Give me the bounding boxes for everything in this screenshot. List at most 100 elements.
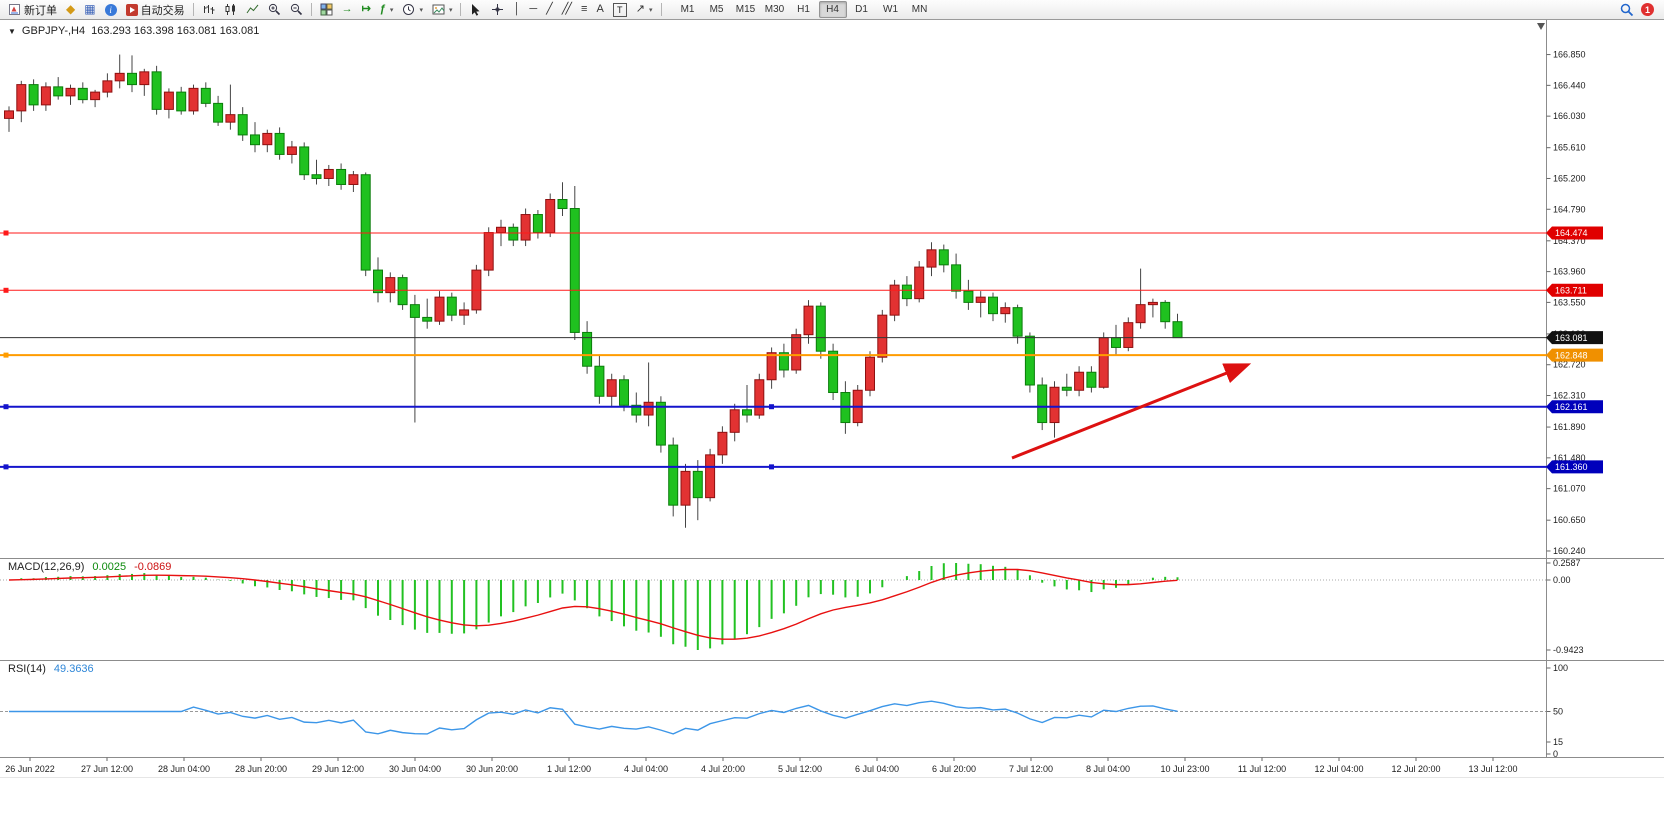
candlestick-chart-icon xyxy=(225,4,235,15)
toolbar-separator xyxy=(460,3,462,16)
svg-text:162.161: 162.161 xyxy=(1555,402,1588,412)
candle-body xyxy=(582,331,593,367)
candle-body xyxy=(496,226,506,234)
support-line-1-handle[interactable] xyxy=(3,404,9,410)
timeframe-d1[interactable]: D1 xyxy=(855,4,868,15)
candle-body xyxy=(1024,335,1035,386)
autotrading-button[interactable]: 自动交易 xyxy=(122,0,189,19)
candle-body xyxy=(643,401,654,416)
candle-body xyxy=(889,284,900,316)
candle-body xyxy=(373,269,383,294)
text-label-icon: T xyxy=(612,2,627,17)
resistance-line-1-handle[interactable] xyxy=(3,230,9,236)
candle-body xyxy=(692,470,703,499)
timeframe-m15[interactable]: M15 xyxy=(735,4,756,15)
time-axis[interactable]: 26 Jun 2022 27 Jun 12:00 28 Jun 04:00 28 Ju… xyxy=(5,757,1518,775)
auto-scroll-icon: → xyxy=(341,3,353,15)
timeframe-h1[interactable]: H1 xyxy=(797,4,810,15)
candlestick-chart-button[interactable] xyxy=(220,0,241,19)
svg-text:5 Jul 12:00: 5 Jul 12:00 xyxy=(778,764,822,774)
candle-body xyxy=(348,174,359,185)
svg-text:161.480: 161.480 xyxy=(1553,453,1586,463)
arrows-tool-button[interactable]: ↗ ▾ xyxy=(632,0,657,19)
svg-text:162.848: 162.848 xyxy=(1555,350,1588,360)
candle-body xyxy=(262,132,273,146)
tile-windows-button[interactable] xyxy=(316,0,337,19)
timeframe-w1[interactable]: W1 xyxy=(883,4,899,15)
candle-body xyxy=(803,305,814,336)
candle-body xyxy=(705,454,716,499)
trendline-button[interactable]: ╱ xyxy=(542,0,557,19)
pivot-line-handle[interactable] xyxy=(3,352,9,358)
line-chart-button[interactable] xyxy=(242,0,263,19)
timeframe-m5[interactable]: M5 xyxy=(709,4,724,15)
charts-button[interactable]: ▦ xyxy=(80,0,99,19)
autotrading-icon xyxy=(125,3,138,16)
support-line-2-handle[interactable] xyxy=(3,464,9,470)
vertical-line-icon: │ xyxy=(513,3,521,15)
svg-text:-0.9423: -0.9423 xyxy=(1553,645,1584,655)
support-line-1-handle[interactable] xyxy=(769,404,774,410)
zoom-in-button[interactable] xyxy=(264,0,285,19)
periods-button[interactable]: ▾ xyxy=(398,0,427,19)
horizontal-line-button[interactable]: ─ xyxy=(525,0,541,19)
text-label-button[interactable]: T xyxy=(609,0,631,19)
channel-button[interactable]: ╱╱ xyxy=(558,0,576,19)
candle-body xyxy=(508,226,519,241)
candle-body xyxy=(1123,322,1134,348)
svg-text:28 Jun 20:00: 28 Jun 20:00 xyxy=(235,764,287,774)
text-tool-button[interactable]: A xyxy=(592,0,607,19)
chart-shift-marker[interactable] xyxy=(1537,23,1545,30)
info-button[interactable]: i xyxy=(101,0,121,19)
templates-button[interactable]: ▾ xyxy=(428,0,457,19)
candle-body xyxy=(1147,301,1158,306)
search-icon xyxy=(1620,3,1634,16)
candle-body xyxy=(1012,307,1023,337)
vertical-line-button[interactable]: │ xyxy=(509,0,524,19)
candle-body xyxy=(742,409,752,416)
price-axis[interactable]: 166.850 166.440 166.030 165.610 165.200 164.7… xyxy=(1546,50,1586,556)
price-tag-162.161: 162.161 xyxy=(1546,400,1603,414)
candle-body xyxy=(877,314,888,358)
bar-chart-button[interactable] xyxy=(198,0,219,19)
candle-body xyxy=(1160,301,1171,323)
candle-body xyxy=(729,409,740,433)
search-button[interactable] xyxy=(1616,0,1638,19)
chart-shift-button[interactable]: ↦ xyxy=(358,0,375,19)
svg-text:12 Jul 20:00: 12 Jul 20:00 xyxy=(1391,764,1440,774)
price-tag-161.360: 161.360 xyxy=(1546,460,1603,474)
svg-text:166.850: 166.850 xyxy=(1553,50,1586,60)
svg-text:6 Jul 20:00: 6 Jul 20:00 xyxy=(932,764,976,774)
timeframe-m30[interactable]: M30 xyxy=(764,4,785,15)
mql5-button[interactable]: ◆ xyxy=(62,0,79,19)
indicators-button[interactable]: ƒ ▾ xyxy=(376,0,398,19)
timeframe-h4[interactable]: H4 xyxy=(818,1,847,18)
timeframe-m1[interactable]: M1 xyxy=(680,4,695,15)
new-order-button[interactable]: 新订单 xyxy=(4,0,61,19)
candle-body xyxy=(422,316,433,322)
zoom-out-icon xyxy=(290,3,302,16)
support-line-2-handle[interactable] xyxy=(769,464,774,470)
fibonacci-button[interactable]: ≡ xyxy=(577,0,591,19)
svg-text:162.720: 162.720 xyxy=(1553,360,1586,370)
candle-body xyxy=(951,264,962,292)
trendline-icon: ╱ xyxy=(546,3,553,15)
svg-text:15: 15 xyxy=(1553,737,1563,747)
notification-badge[interactable]: 1 xyxy=(1641,3,1654,16)
candle-body xyxy=(1061,386,1072,391)
crosshair-button[interactable] xyxy=(487,0,508,19)
chart-canvas[interactable]: 166.850 166.440 166.030 165.610 165.200 164.7… xyxy=(0,20,1664,777)
auto-scroll-button[interactable]: → xyxy=(338,0,357,19)
candle-body xyxy=(655,401,666,446)
trend-arrow[interactable] xyxy=(1011,363,1252,460)
candle-body xyxy=(446,296,457,316)
timeframe-mn[interactable]: MN xyxy=(911,4,928,15)
cursor-button[interactable] xyxy=(465,0,486,19)
candle-body xyxy=(4,110,14,119)
candle-body xyxy=(791,334,802,371)
resistance-line-2-handle[interactable] xyxy=(3,287,9,293)
candle-body xyxy=(102,80,113,93)
zoom-out-button[interactable] xyxy=(286,0,307,19)
toolbar-separator xyxy=(310,3,312,16)
candle-body xyxy=(459,309,470,316)
